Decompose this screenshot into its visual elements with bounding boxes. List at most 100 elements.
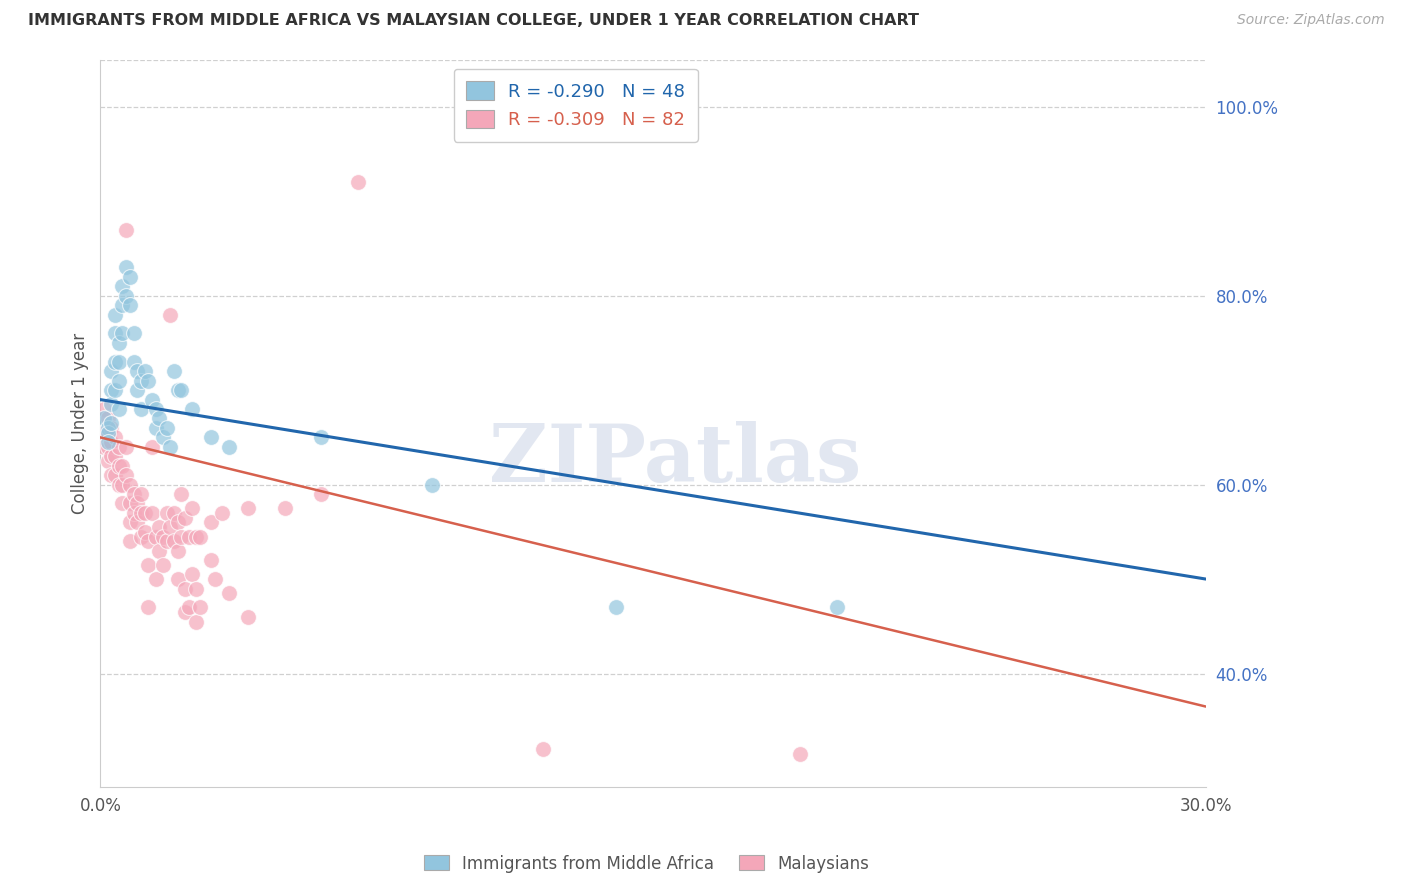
- Point: [118, 269, 141, 284]
- Point: [145, 572, 167, 586]
- Point: [122, 506, 145, 520]
- Point: [134, 364, 156, 378]
- Point: [118, 534, 141, 549]
- Text: IMMIGRANTS FROM MIDDLE AFRICA VS MALAYSIAN COLLEGE, UNDER 1 YEAR CORRELATION CHA: IMMIGRANTS FROM MIDDLE AFRICA VS MALAYSI…: [28, 13, 920, 29]
- Point: [104, 383, 127, 397]
- Point: [97, 440, 120, 454]
- Legend: Immigrants from Middle Africa, Malaysians: Immigrants from Middle Africa, Malaysian…: [418, 848, 876, 880]
- Point: [200, 430, 222, 444]
- Point: [127, 496, 149, 510]
- Point: [127, 516, 149, 530]
- Point: [204, 572, 226, 586]
- Point: [136, 558, 159, 572]
- Point: [145, 402, 167, 417]
- Point: [100, 435, 122, 450]
- Point: [111, 496, 134, 510]
- Point: [177, 530, 200, 544]
- Point: [115, 440, 138, 454]
- Point: [115, 260, 138, 275]
- Point: [152, 530, 174, 544]
- Point: [156, 534, 179, 549]
- Point: [118, 298, 141, 312]
- Point: [97, 454, 120, 468]
- Point: [118, 516, 141, 530]
- Point: [148, 543, 170, 558]
- Point: [311, 487, 333, 501]
- Point: [104, 355, 127, 369]
- Point: [100, 421, 122, 435]
- Point: [174, 510, 197, 524]
- Point: [122, 487, 145, 501]
- Point: [789, 747, 811, 761]
- Point: [136, 374, 159, 388]
- Point: [186, 615, 208, 629]
- Point: [107, 374, 129, 388]
- Point: [170, 383, 193, 397]
- Point: [107, 458, 129, 473]
- Point: [531, 742, 554, 756]
- Point: [104, 430, 127, 444]
- Point: [163, 534, 186, 549]
- Point: [166, 543, 188, 558]
- Point: [145, 421, 167, 435]
- Point: [129, 402, 152, 417]
- Point: [107, 440, 129, 454]
- Point: [166, 383, 188, 397]
- Point: [136, 534, 159, 549]
- Point: [218, 440, 240, 454]
- Point: [129, 506, 152, 520]
- Point: [181, 501, 204, 516]
- Point: [127, 364, 149, 378]
- Point: [118, 477, 141, 491]
- Point: [107, 402, 129, 417]
- Point: [100, 450, 122, 464]
- Point: [93, 402, 115, 417]
- Point: [111, 298, 134, 312]
- Point: [163, 364, 186, 378]
- Point: [174, 582, 197, 596]
- Point: [107, 335, 129, 350]
- Point: [134, 524, 156, 539]
- Point: [186, 582, 208, 596]
- Point: [100, 468, 122, 483]
- Point: [115, 222, 138, 236]
- Point: [200, 516, 222, 530]
- Point: [104, 468, 127, 483]
- Point: [236, 501, 259, 516]
- Point: [122, 326, 145, 341]
- Point: [107, 355, 129, 369]
- Point: [100, 416, 122, 430]
- Point: [104, 450, 127, 464]
- Point: [141, 506, 163, 520]
- Y-axis label: College, Under 1 year: College, Under 1 year: [72, 333, 89, 514]
- Point: [347, 175, 370, 189]
- Point: [174, 605, 197, 619]
- Point: [170, 530, 193, 544]
- Point: [129, 374, 152, 388]
- Point: [104, 308, 127, 322]
- Point: [148, 411, 170, 425]
- Text: ZIPatlas: ZIPatlas: [489, 421, 862, 499]
- Point: [181, 567, 204, 582]
- Point: [166, 516, 188, 530]
- Point: [152, 558, 174, 572]
- Point: [827, 600, 849, 615]
- Point: [100, 397, 122, 411]
- Point: [129, 530, 152, 544]
- Point: [188, 600, 211, 615]
- Point: [104, 326, 127, 341]
- Point: [134, 506, 156, 520]
- Point: [159, 308, 181, 322]
- Text: Source: ZipAtlas.com: Source: ZipAtlas.com: [1237, 13, 1385, 28]
- Point: [100, 364, 122, 378]
- Point: [186, 530, 208, 544]
- Point: [156, 506, 179, 520]
- Point: [129, 487, 152, 501]
- Point: [97, 425, 120, 440]
- Point: [211, 506, 233, 520]
- Point: [170, 487, 193, 501]
- Point: [141, 440, 163, 454]
- Point: [127, 383, 149, 397]
- Point: [145, 530, 167, 544]
- Point: [156, 421, 179, 435]
